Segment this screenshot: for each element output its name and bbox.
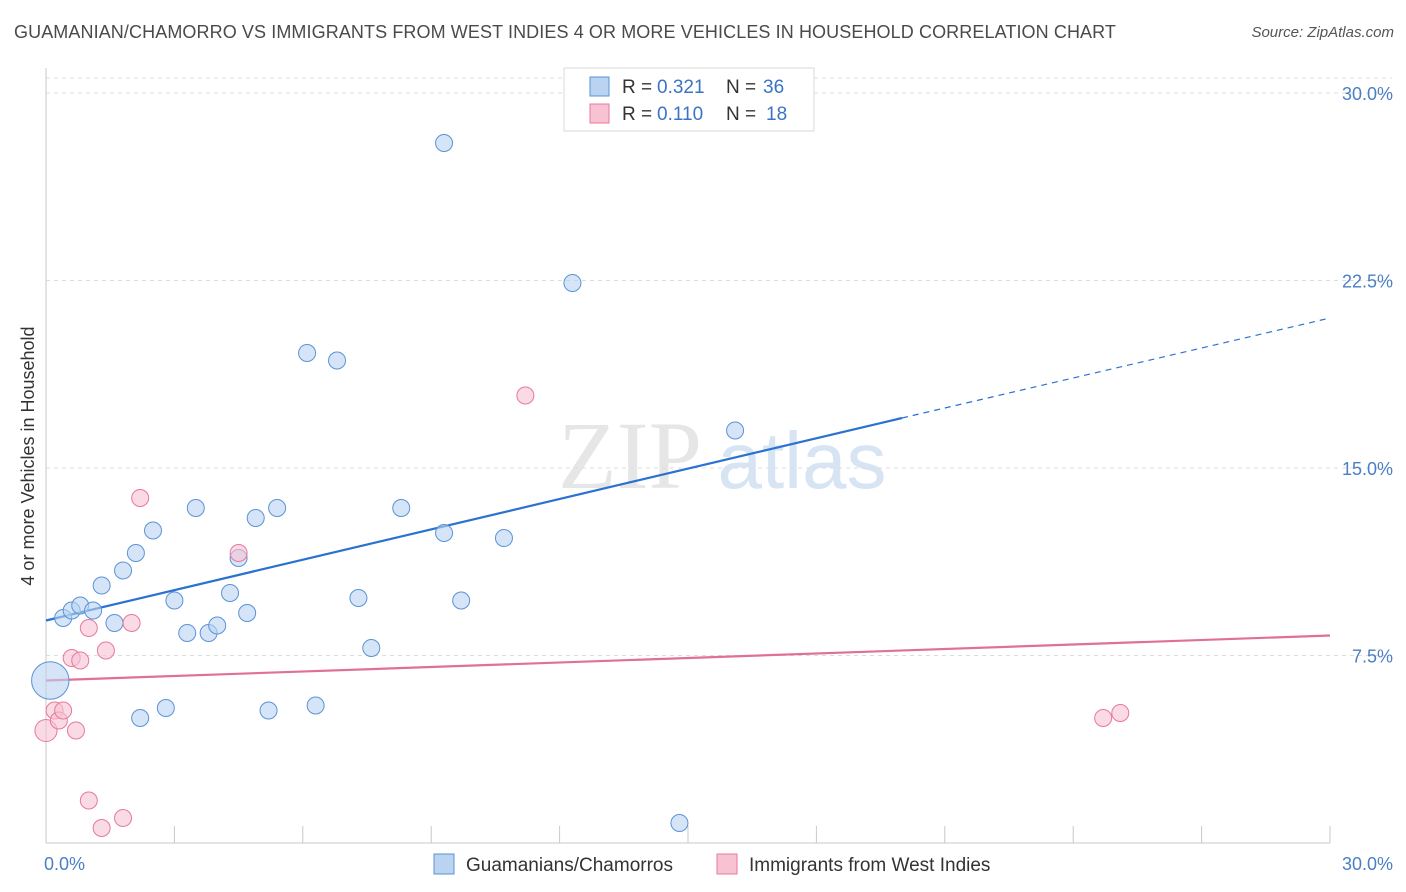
series-legend: Guamanians/Chamorros Immigrants from Wes… [433,853,990,876]
x-tick-label-max: 30.0% [1342,854,1393,874]
stats-r-value-1: 0.321 [657,77,705,98]
point-guamanians-31 [452,591,471,610]
stats-n-label-2: N = [726,104,756,125]
source-label: Source: ZipAtlas.com [1251,24,1394,41]
point-guamanians-6 [105,614,124,632]
y-tick-labels: 7.5% 15.0% 22.5% 30.0% [1342,84,1393,667]
point-guamanians-13 [178,624,197,642]
point-guamanians-22 [268,499,287,517]
point-west-indies-11 [114,809,133,827]
point-guamanians-21 [259,701,278,720]
y-tick-label-2: 22.5% [1342,272,1393,292]
trend-line-west-indies [45,634,1331,682]
point-west-indies-7 [79,791,98,810]
stats-n-value-1: 36 [763,77,784,98]
point-guamanians-32 [494,529,513,547]
stats-legend-swatch-pink [589,103,610,124]
point-guamanians-19 [238,604,257,622]
point-guamanians-17 [221,584,240,602]
point-guamanians-14 [186,499,205,517]
point-guamanians-5 [92,576,111,595]
point-guamanians-24 [306,696,325,715]
point-guamanians-12 [165,591,184,610]
point-guamanians-25 [328,351,347,370]
point-west-indies-15 [516,386,535,405]
point-guamanians-28 [392,499,411,517]
trend-lines [45,317,1331,682]
point-west-indies-13 [131,489,150,507]
point-guamanians-30 [435,524,454,542]
stats-r-label-1: R = [622,77,652,98]
point-guamanians-33 [563,274,582,292]
series-legend-label-pink: Immigrants from West Indies [749,855,990,876]
stats-legend-swatch-blue [589,76,610,97]
point-west-indies-10 [96,641,115,660]
point-guamanians-0 [31,661,70,700]
chart-title: GUAMANIAN/CHAMORRO VS IMMIGRANTS FROM WE… [14,22,1117,42]
stats-n-value-2: 18 [766,104,787,125]
watermark: ZIP atlas [558,402,886,509]
point-guamanians-34 [670,814,689,832]
point-west-indies-17 [1111,704,1130,722]
point-guamanians-26 [349,589,368,607]
stats-legend: R = 0.321 N = 36 R = 0.110 N = 18 [563,67,815,132]
series-legend-swatch-blue [433,853,455,875]
point-guamanians-4 [84,601,103,620]
point-guamanians-23 [298,344,317,362]
stats-r-label-2: R = [622,104,652,125]
point-guamanians-20 [246,509,265,527]
gridlines [46,77,1392,656]
watermark-atlas: atlas [718,416,887,505]
point-west-indies-8 [79,619,98,637]
series-legend-label-blue: Guamanians/Chamorros [466,855,673,876]
point-west-indies-3 [54,701,73,720]
point-guamanians-8 [126,544,145,562]
point-guamanians-7 [114,561,133,580]
point-guamanians-9 [131,709,150,727]
y-tick-label-3: 30.0% [1342,84,1393,104]
data-points [31,134,1130,837]
stats-r-value-2: 0.110 [657,104,703,125]
series-legend-swatch-pink [716,853,738,875]
y-axis-title: 4 or more Vehicles in Household [18,326,38,585]
point-guamanians-27 [362,639,381,657]
point-guamanians-35 [726,421,745,440]
trend-line-guamanians [45,416,903,622]
point-west-indies-14 [229,544,248,562]
point-guamanians-10 [144,521,162,540]
trend-line-guamanians-extension [901,317,1331,419]
point-guamanians-16 [208,616,227,635]
point-west-indies-5 [66,721,85,740]
watermark-zip: ZIP [558,402,702,509]
y-tick-label-0: 7.5% [1352,647,1393,667]
point-west-indies-12 [122,614,141,632]
x-tick-label-min: 0.0% [44,854,85,874]
point-guamanians-29 [435,134,454,152]
point-west-indies-6 [71,651,90,670]
point-guamanians-11 [156,699,175,717]
y-tick-label-1: 15.0% [1342,459,1393,479]
point-west-indies-16 [1094,709,1113,727]
point-west-indies-9 [92,819,111,837]
stats-n-label-1: N = [726,77,756,98]
x-ticks [45,826,1331,843]
